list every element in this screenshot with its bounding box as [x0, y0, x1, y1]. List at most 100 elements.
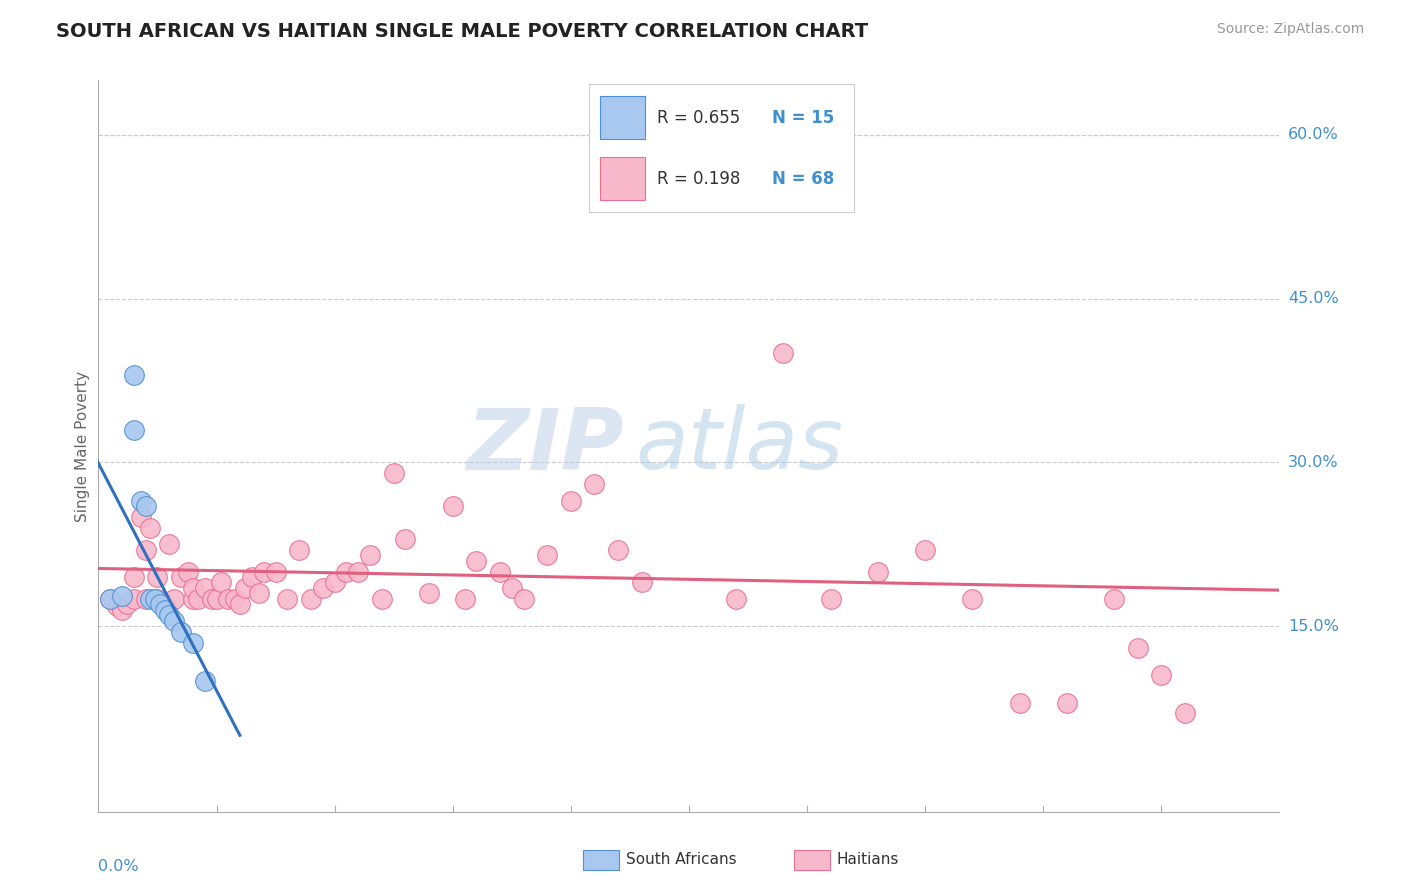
Point	[111, 589, 134, 603]
Text: R = 0.198: R = 0.198	[657, 170, 741, 188]
Point	[323, 575, 346, 590]
Point	[264, 565, 287, 579]
Text: Source: ZipAtlas.com: Source: ZipAtlas.com	[1216, 22, 1364, 37]
Point	[820, 591, 842, 606]
Point	[105, 599, 128, 614]
Text: 0.0%: 0.0%	[98, 859, 139, 874]
Text: N = 68: N = 68	[772, 170, 834, 188]
Point	[312, 581, 335, 595]
Point	[489, 565, 512, 579]
Text: 60.0%: 60.0%	[1288, 128, 1339, 143]
Point	[247, 586, 270, 600]
Point	[170, 624, 193, 639]
Point	[253, 565, 276, 579]
Point	[276, 591, 298, 606]
Point	[347, 565, 370, 579]
Point	[201, 591, 224, 606]
Point	[1150, 668, 1173, 682]
Point	[1102, 591, 1125, 606]
Point	[772, 346, 794, 360]
Text: 30.0%: 30.0%	[1288, 455, 1339, 470]
Point	[122, 570, 145, 584]
Point	[111, 603, 134, 617]
Point	[135, 542, 157, 557]
Point	[1174, 706, 1197, 721]
Point	[149, 597, 172, 611]
Text: N = 15: N = 15	[772, 110, 834, 128]
FancyBboxPatch shape	[589, 84, 855, 212]
Point	[583, 477, 606, 491]
Point	[139, 591, 162, 606]
Point	[135, 591, 157, 606]
Point	[725, 591, 748, 606]
Point	[181, 591, 204, 606]
Point	[122, 423, 145, 437]
Text: 15.0%: 15.0%	[1288, 619, 1339, 633]
Point	[607, 542, 630, 557]
Point	[299, 591, 322, 606]
Point	[1008, 696, 1031, 710]
Point	[139, 521, 162, 535]
Point	[453, 591, 475, 606]
Point	[98, 591, 121, 606]
Point	[382, 467, 405, 481]
Point	[240, 570, 263, 584]
Y-axis label: Single Male Poverty: Single Male Poverty	[75, 370, 90, 522]
Point	[187, 591, 209, 606]
Point	[335, 565, 357, 579]
Point	[98, 591, 121, 606]
Point	[177, 565, 200, 579]
Point	[115, 597, 138, 611]
Point	[1126, 640, 1149, 655]
Point	[205, 591, 228, 606]
Point	[122, 591, 145, 606]
Point	[501, 581, 523, 595]
Point	[146, 570, 169, 584]
Point	[157, 537, 180, 551]
Point	[217, 591, 239, 606]
Point	[233, 581, 256, 595]
Point	[153, 597, 176, 611]
Text: R = 0.655: R = 0.655	[657, 110, 741, 128]
Point	[194, 673, 217, 688]
Point	[465, 554, 488, 568]
Point	[229, 597, 252, 611]
Text: ZIP: ZIP	[467, 404, 624, 488]
Point	[129, 493, 152, 508]
Text: South Africans: South Africans	[626, 853, 737, 867]
Point	[678, 106, 700, 120]
Point	[129, 510, 152, 524]
Point	[394, 532, 416, 546]
Point	[560, 493, 582, 508]
Point	[163, 614, 186, 628]
Point	[181, 635, 204, 649]
Point	[866, 565, 889, 579]
Text: 45.0%: 45.0%	[1288, 291, 1339, 306]
Point	[536, 548, 558, 562]
Point	[153, 603, 176, 617]
Point	[441, 499, 464, 513]
Point	[135, 499, 157, 513]
Point	[122, 368, 145, 382]
Point	[143, 591, 166, 606]
Point	[914, 542, 936, 557]
Point	[418, 586, 440, 600]
Point	[288, 542, 311, 557]
Text: atlas: atlas	[636, 404, 844, 488]
Point	[962, 591, 984, 606]
Point	[146, 591, 169, 606]
Point	[512, 591, 534, 606]
Text: SOUTH AFRICAN VS HAITIAN SINGLE MALE POVERTY CORRELATION CHART: SOUTH AFRICAN VS HAITIAN SINGLE MALE POV…	[56, 22, 869, 41]
Text: Haitians: Haitians	[837, 853, 898, 867]
Point	[157, 608, 180, 623]
Point	[630, 575, 652, 590]
Point	[371, 591, 394, 606]
Point	[224, 591, 246, 606]
Point	[359, 548, 381, 562]
Point	[209, 575, 232, 590]
Point	[181, 581, 204, 595]
Point	[194, 581, 217, 595]
FancyBboxPatch shape	[600, 96, 645, 139]
Point	[163, 591, 186, 606]
FancyBboxPatch shape	[600, 157, 645, 200]
